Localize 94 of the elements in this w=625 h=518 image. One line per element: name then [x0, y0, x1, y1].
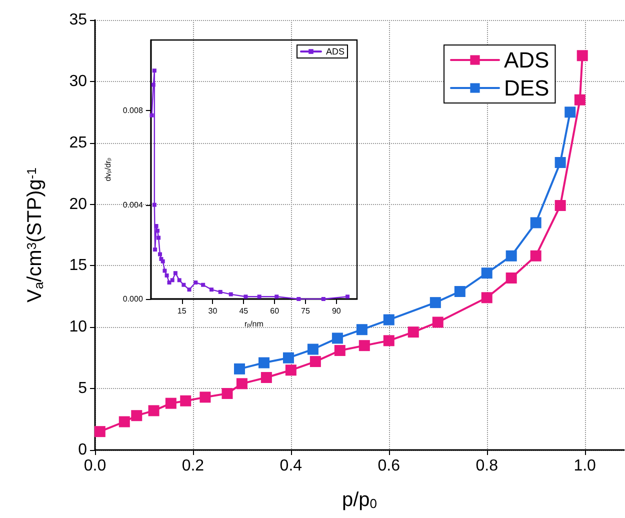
- y-tick-label: 35: [69, 12, 88, 28]
- point: [156, 228, 160, 233]
- x-tick-label: 1.0: [574, 458, 596, 474]
- point: [285, 364, 296, 376]
- point: [346, 294, 350, 299]
- point: [187, 288, 192, 292]
- point: [153, 248, 158, 252]
- point: [554, 157, 566, 168]
- point: [564, 106, 576, 118]
- point: [194, 280, 198, 285]
- point: [454, 286, 466, 298]
- point: [481, 292, 492, 304]
- x-tick-label: 0.2: [182, 458, 204, 474]
- point: [222, 388, 233, 399]
- x-tick-label: 0.4: [280, 458, 302, 474]
- point: [167, 280, 172, 285]
- point: [182, 282, 186, 287]
- point: [160, 259, 165, 264]
- point: [148, 405, 160, 416]
- point: [150, 113, 154, 118]
- x-tick-label: 30: [208, 306, 218, 316]
- y-tick-label: 0.000: [122, 294, 144, 304]
- y-tick-label: 30: [69, 72, 88, 90]
- point: [310, 356, 321, 368]
- point: [506, 272, 517, 284]
- point: [201, 282, 206, 287]
- point: [260, 372, 272, 384]
- point: [228, 292, 233, 296]
- x-tick-label: 60: [270, 306, 280, 316]
- point: [152, 68, 156, 73]
- point: [274, 294, 279, 299]
- point: [131, 410, 142, 422]
- point: [156, 236, 161, 240]
- point: [334, 344, 346, 356]
- y-tick-label: 15: [69, 257, 88, 274]
- point: [432, 316, 444, 328]
- point: [307, 344, 318, 355]
- point: [383, 335, 394, 346]
- y-tick-label: 0: [78, 442, 88, 458]
- point: [530, 217, 542, 228]
- point: [408, 326, 419, 338]
- point: [481, 268, 492, 279]
- point: [162, 268, 167, 273]
- point: [158, 252, 162, 256]
- x-tick-label: 15: [177, 306, 187, 316]
- point: [94, 426, 106, 438]
- y-tick-label: 5: [78, 380, 88, 398]
- point: [180, 395, 192, 406]
- x-axis-title: p/p0: [342, 489, 378, 511]
- point: [554, 200, 566, 212]
- point: [200, 392, 211, 403]
- point: [236, 378, 248, 390]
- point: [173, 271, 178, 276]
- point: [282, 352, 294, 364]
- point: [383, 314, 394, 326]
- point: [332, 332, 343, 344]
- y-tick-label: 0.008: [122, 106, 144, 116]
- point: [358, 340, 370, 352]
- x-tick-label: 0.6: [378, 458, 400, 474]
- point: [210, 288, 214, 292]
- x-tick-label: 75: [301, 306, 310, 316]
- y-tick-label: 25: [69, 134, 88, 152]
- y-tick-label: 0.004: [122, 200, 144, 210]
- point: [118, 416, 130, 428]
- point: [530, 250, 542, 262]
- y-tick-label: 10: [69, 318, 88, 336]
- legend-label: ADS: [504, 48, 550, 72]
- point: [151, 82, 156, 87]
- point: [164, 273, 169, 278]
- point: [321, 297, 326, 301]
- y-tick-label: 20: [69, 196, 88, 213]
- x-tick-label: 0.8: [476, 458, 498, 474]
- point: [574, 94, 586, 106]
- point: [218, 290, 222, 294]
- x-tick-label: 0.0: [84, 458, 106, 474]
- point: [234, 363, 245, 374]
- point: [177, 278, 182, 282]
- point: [244, 294, 248, 299]
- point: [257, 294, 262, 299]
- legend-label: ADS: [326, 46, 345, 56]
- point: [165, 398, 176, 409]
- point: [576, 50, 588, 62]
- point: [506, 250, 517, 262]
- point: [258, 357, 270, 368]
- point: [430, 297, 441, 308]
- point: [154, 224, 158, 228]
- y-axis-title: Va/cm3(STP)g-1: [24, 168, 46, 302]
- point: [356, 324, 368, 336]
- x-tick-label: 90: [332, 306, 342, 316]
- point: [170, 278, 174, 282]
- point: [152, 202, 156, 207]
- point: [296, 297, 301, 301]
- legend-label: DES: [504, 76, 550, 100]
- x-tick-label: 45: [239, 306, 249, 316]
